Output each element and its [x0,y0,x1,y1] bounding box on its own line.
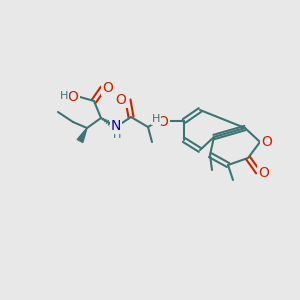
Text: O: O [68,90,78,104]
Text: H: H [113,130,121,140]
Polygon shape [77,128,87,142]
Text: O: O [259,166,269,180]
Text: N: N [111,119,121,133]
Text: O: O [116,93,126,107]
Text: O: O [103,81,113,95]
Text: O: O [262,135,272,149]
Text: O: O [158,115,168,129]
Text: H: H [152,114,160,124]
Text: H: H [60,91,68,101]
